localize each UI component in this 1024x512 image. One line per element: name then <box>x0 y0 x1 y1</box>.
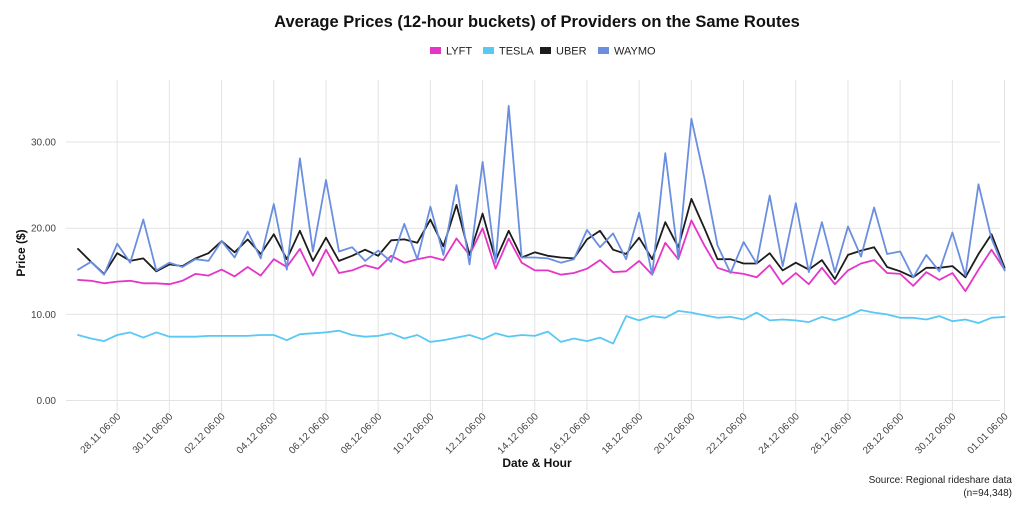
x-tick-label: 12.12 06:00 <box>444 411 489 456</box>
legend-label: WAYMO <box>614 46 656 58</box>
legend-label: UBER <box>556 46 587 58</box>
x-tick-label: 10.12 06:00 <box>391 411 436 456</box>
caption-source: Source: Regional rideshare data <box>869 475 1013 486</box>
y-axis-title: Price ($) <box>14 229 28 276</box>
x-tick-label: 01.01 06:00 <box>966 411 1011 456</box>
x-tick-label: 26.12 06:00 <box>809 411 854 456</box>
series-line-tesla <box>77 309 1006 345</box>
x-axis-ticks: 28.11 06:00 30.11 06:00 02.12 06:00 04.12 0… <box>79 411 1011 456</box>
chart-title: Average Prices (12-hour buckets) of Prov… <box>274 13 800 31</box>
x-tick-label: 14.12 06:00 <box>496 411 541 456</box>
legend-label: LYFT <box>446 46 472 58</box>
grid <box>66 80 1006 413</box>
legend-item-waymo: WAYMO <box>598 46 656 58</box>
y-axis-ticks: 0.00 10.00 20.00 30.00 <box>31 138 56 407</box>
legend-swatch <box>598 47 609 54</box>
x-tick-label: 18.12 06:00 <box>600 411 645 456</box>
legend-swatch <box>483 47 494 54</box>
x-tick-label: 28.11 06:00 <box>79 411 124 456</box>
y-tick-label: 0.00 <box>37 396 57 407</box>
x-tick-label: 30.11 06:00 <box>131 411 176 456</box>
legend-item-tesla: TESLA <box>483 46 535 58</box>
x-tick-label: 20.12 06:00 <box>652 411 697 456</box>
caption-sample-size: (n=94,348) <box>963 488 1012 499</box>
legend-swatch <box>430 47 441 54</box>
x-tick-label: 06.12 06:00 <box>287 411 332 456</box>
legend-swatch <box>540 47 551 54</box>
y-tick-label: 20.00 <box>31 224 56 235</box>
y-tick-label: 30.00 <box>31 138 56 149</box>
legend: LYFT TESLA UBER WAYMO <box>430 46 656 58</box>
x-tick-label: 02.12 06:00 <box>183 411 228 456</box>
x-tick-label: 22.12 06:00 <box>705 411 750 456</box>
x-axis-title: Date & Hour <box>502 456 572 470</box>
legend-item-lyft: LYFT <box>430 46 472 58</box>
y-tick-label: 10.00 <box>31 310 56 321</box>
x-tick-label: 04.12 06:00 <box>235 411 280 456</box>
x-tick-label: 28.12 06:00 <box>861 411 906 456</box>
legend-label: TESLA <box>499 46 535 58</box>
series-lines <box>77 105 1006 345</box>
x-tick-label: 08.12 06:00 <box>339 411 384 456</box>
series-line-waymo <box>77 105 1006 279</box>
legend-item-uber: UBER <box>540 46 587 58</box>
x-tick-label: 30.12 06:00 <box>913 411 958 456</box>
series-line-uber <box>77 197 1006 280</box>
series-line-lyft <box>77 219 1006 293</box>
x-tick-label: 24.12 06:00 <box>757 411 802 456</box>
x-tick-label: 16.12 06:00 <box>548 411 593 456</box>
